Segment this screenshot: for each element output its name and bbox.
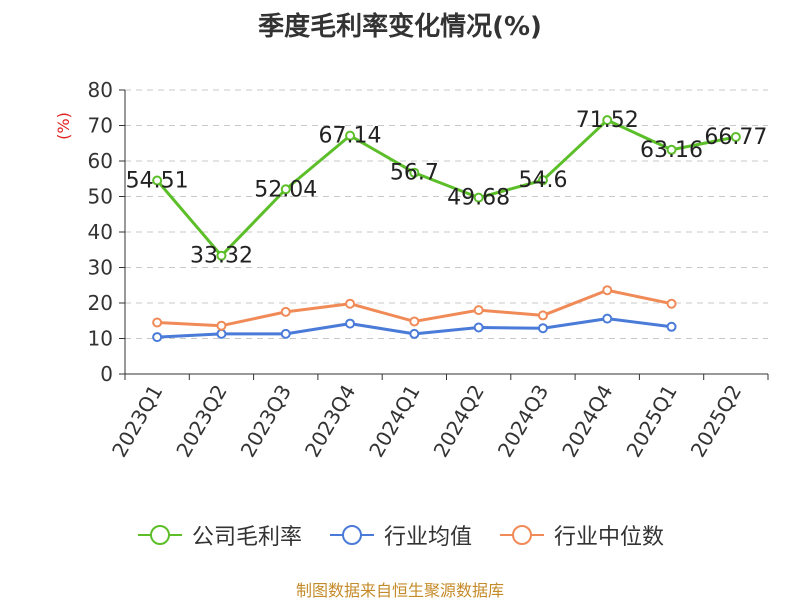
data-point xyxy=(216,250,227,261)
data-point xyxy=(409,316,420,327)
x-tick-label: 2023Q3 xyxy=(236,381,296,462)
data-point xyxy=(152,332,163,343)
legend-label: 行业中位数 xyxy=(554,525,665,550)
legend-circle xyxy=(512,525,532,545)
data-point xyxy=(280,184,291,195)
data-point xyxy=(409,328,420,339)
data-label: 56.7 xyxy=(390,161,439,186)
x-tick-label: 2024Q1 xyxy=(364,381,424,462)
data-point xyxy=(473,192,484,203)
data-point xyxy=(602,313,613,324)
x-tick-label: 2023Q1 xyxy=(107,381,167,462)
data-point xyxy=(730,131,741,142)
data-point xyxy=(666,321,677,332)
y-tick-label: 20 xyxy=(88,291,113,315)
data-label: 63.16 xyxy=(640,138,703,163)
x-tick-label: 2025Q1 xyxy=(621,381,681,462)
legend-marker-icon xyxy=(329,525,374,545)
series-lines xyxy=(152,115,741,343)
data-point xyxy=(345,130,356,141)
legend-item[interactable]: 行业中位数 xyxy=(498,519,664,551)
x-tick-label: 2024Q3 xyxy=(493,381,553,462)
data-label: 33.32 xyxy=(190,244,253,269)
legend-label: 行业均值 xyxy=(383,525,472,550)
data-point xyxy=(666,144,677,155)
data-point xyxy=(473,322,484,333)
data-labels: 54.51 33.32 52.04 67.14 56.7 49.68 54.6 71.5263… xyxy=(126,108,768,269)
x-tick-label: 2023Q2 xyxy=(171,381,231,462)
data-point xyxy=(280,328,291,339)
data-point xyxy=(602,115,613,126)
data-point xyxy=(216,320,227,331)
legend-item[interactable]: 公司毛利率 xyxy=(136,519,302,551)
y-tick-label: 40 xyxy=(88,220,113,244)
data-point xyxy=(152,175,163,186)
y-tick-label: 60 xyxy=(88,149,113,173)
data-label: 52.04 xyxy=(254,177,317,202)
data-label: 54.6 xyxy=(518,168,567,193)
data-point xyxy=(537,323,548,334)
x-tick-label: 2024Q4 xyxy=(557,381,617,462)
legend-label: 公司毛利率 xyxy=(191,525,302,550)
data-point xyxy=(473,305,484,316)
data-point xyxy=(152,317,163,328)
data-label: 67.14 xyxy=(319,124,382,149)
data-point xyxy=(537,175,548,186)
data-point xyxy=(537,310,548,321)
chart-title: 季度毛利率变化情况(%) xyxy=(258,12,542,42)
legend-item[interactable]: 行业均值 xyxy=(328,519,472,551)
y-tick-label: 30 xyxy=(88,256,113,280)
x-tick-label: 2025Q2 xyxy=(686,381,746,462)
data-point xyxy=(409,167,420,178)
x-tick-label: 2023Q4 xyxy=(300,381,360,462)
y-tick-label: 0 xyxy=(100,362,113,386)
data-point xyxy=(602,285,613,296)
grid-lines xyxy=(125,89,768,339)
legend-marker-icon xyxy=(137,525,182,545)
legend-circle xyxy=(149,525,170,545)
legend: 公司毛利率 行业均值 行业中位数 xyxy=(0,519,800,551)
data-point xyxy=(345,318,356,329)
legend-marker-icon xyxy=(500,525,544,545)
data-label: 66.77 xyxy=(704,125,767,150)
y-tick-label: 70 xyxy=(88,114,113,138)
series-line-0 xyxy=(156,118,737,258)
legend-circle xyxy=(341,525,362,545)
data-point xyxy=(216,328,227,339)
y-axis-label: (%) xyxy=(54,112,73,140)
data-label: 54.51 xyxy=(126,168,189,193)
x-tick-label: 2024Q2 xyxy=(429,381,489,462)
data-label: 71.52 xyxy=(576,108,639,133)
y-tick-label: 80 xyxy=(88,78,113,102)
source-note: 制图数据来自恒生聚源数据库 xyxy=(295,581,504,600)
y-tick-label: 10 xyxy=(88,327,113,351)
data-point xyxy=(666,298,677,309)
y-tick-label: 50 xyxy=(88,185,113,209)
data-point xyxy=(345,298,356,309)
data-point xyxy=(280,306,291,317)
data-label: 49.68 xyxy=(447,186,510,211)
